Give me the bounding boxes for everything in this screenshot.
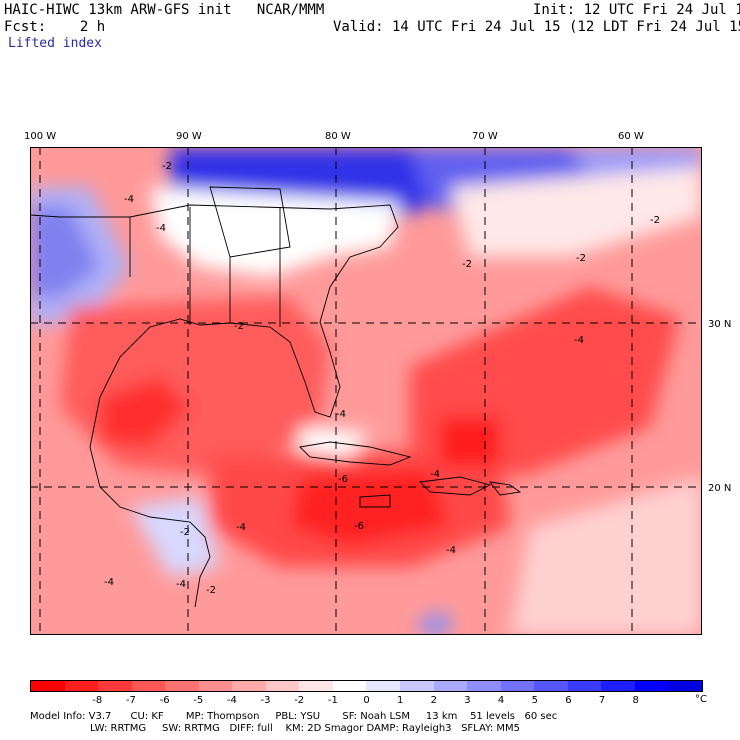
colorbar-swatch (601, 681, 635, 691)
colorbar-swatch (332, 681, 367, 691)
contour-label: -4 (236, 522, 246, 533)
lon-label: 90 W (176, 131, 202, 142)
contour-label: -4 (104, 577, 114, 588)
colorbar-tick-label: -8 (92, 695, 103, 706)
lat-lon-grid (30, 147, 702, 635)
colorbar-tick-label: -7 (125, 695, 136, 706)
colorbar-tick-label: 0 (363, 695, 370, 706)
colorbar-unit: °C (695, 694, 707, 705)
colorbar-swatch (165, 681, 199, 691)
colorbar-swatch (299, 681, 333, 691)
contour-label: -4 (124, 194, 134, 205)
contour-label: -4 (336, 409, 346, 420)
colorbar-swatch (366, 681, 401, 691)
colorbar-swatch (400, 681, 434, 691)
contour-label: -2 (576, 253, 586, 264)
contour-label: -2 (162, 161, 172, 172)
contour-label: -4 (156, 223, 166, 234)
contour-label: -6 (338, 474, 348, 485)
colorbar-swatch (198, 681, 233, 691)
contour-label: -2 (462, 259, 472, 270)
lon-label: 80 W (325, 131, 351, 142)
colorbar-tick-label: -4 (226, 695, 237, 706)
colorbar (30, 680, 703, 692)
init-time: Init: 12 UTC Fri 24 Jul 15 (533, 2, 740, 18)
lifted-index-map: -2 -4 -4 -2 -2 -2 -2 -4 -4 -6 -6 -4 -4 -… (30, 147, 702, 635)
lat-label: 20 N (708, 483, 732, 494)
colorbar-tick-label: 4 (497, 695, 505, 706)
colorbar-swatch (467, 681, 501, 691)
model-title: HAIC-HIWC 13km ARW-GFS init NCAR/MMM (4, 2, 325, 18)
colorbar-tick-label: 3 (464, 695, 471, 706)
colorbar-swatch (634, 681, 669, 691)
contour-labels: -2 -4 -4 -2 -2 -2 -2 -4 -4 -6 -6 -4 -4 -… (104, 161, 660, 596)
colorbar-swatch (131, 681, 166, 691)
colorbar-swatch (98, 681, 132, 691)
model-info-line1: Model Info: V3.7 CU: KF MP: Thompson PBL… (30, 711, 558, 722)
contour-label: -4 (446, 545, 456, 556)
map-frame (30, 147, 702, 635)
contour-label: -2 (206, 585, 216, 596)
colorbar-swatch (433, 681, 468, 691)
colorbar-swatch (534, 681, 568, 691)
colorbar-tick-label: 6 (565, 695, 572, 706)
colorbar-tick-label: 5 (531, 695, 538, 706)
colorbar-tick-label: 2 (430, 695, 437, 706)
contour-label: -2 (180, 527, 190, 538)
colorbar-tick-label: -1 (327, 695, 338, 706)
colorbar-tick-label: 1 (396, 695, 404, 706)
colorbar-swatch (265, 681, 300, 691)
forecast-hour: Fcst: 2 h (4, 19, 106, 35)
model-info-line2: LW: RRTMG SW: RRTMG DIFF: full KM: 2D Sm… (90, 723, 520, 734)
colorbar-swatch (567, 681, 602, 691)
valid-time: Valid: 14 UTC Fri 24 Jul 15 (12 LDT Fri … (333, 19, 740, 35)
contour-label: -4 (430, 469, 440, 480)
colorbar-swatch (668, 681, 702, 691)
colorbar-swatch (31, 681, 65, 691)
colorbar-swatch (500, 681, 535, 691)
colorbar-tick-label: 8 (632, 695, 639, 706)
colorbar-tick-label: -2 (294, 695, 305, 706)
lon-label: 100 W (24, 131, 57, 142)
lat-label: 30 N (708, 319, 732, 330)
colorbar-swatch (64, 681, 99, 691)
contour-label: -2 (650, 215, 660, 226)
contour-label: -4 (574, 335, 584, 346)
contour-label: -4 (176, 579, 186, 590)
colorbar-tick-label: 7 (598, 695, 606, 706)
contour-label: -2 (234, 321, 244, 332)
contour-label: -6 (354, 521, 364, 532)
lon-label: 60 W (618, 131, 644, 142)
shaded-field (30, 147, 702, 635)
lon-label: 70 W (472, 131, 498, 142)
colorbar-tick-label: -6 (159, 695, 170, 706)
field-name: Lifted index (8, 36, 102, 51)
colorbar-tick-label: -5 (193, 695, 204, 706)
colorbar-swatch (232, 681, 266, 691)
colorbar-tick-label: -3 (260, 695, 271, 706)
coastlines (30, 186, 522, 608)
